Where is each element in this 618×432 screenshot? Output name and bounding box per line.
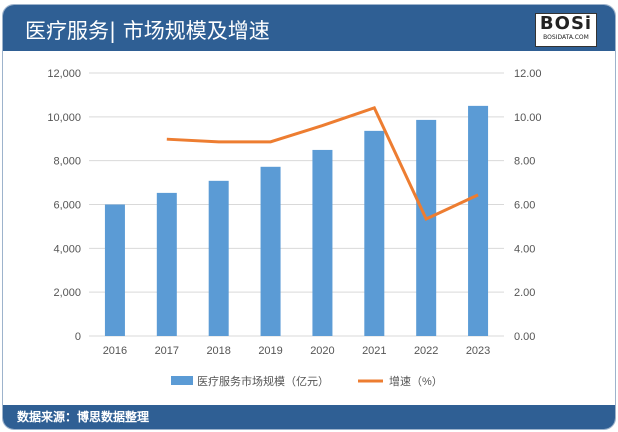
- x-tick-label: 2020: [310, 345, 334, 357]
- chart-title: 医疗服务| 市场规模及增速: [25, 19, 270, 43]
- chart: 0 2,000 4,000 6,000 8,000 10,000 12,000 0.00 2.0…: [47, 68, 542, 388]
- x-tick-label: 2017: [155, 345, 179, 357]
- left-tick-label: 2,000: [53, 287, 81, 299]
- bar: [260, 166, 281, 336]
- left-tick-label: 0: [75, 331, 81, 343]
- left-tick-label: 12,000: [47, 68, 81, 80]
- legend-bar-label: 医疗服务市场规模（亿元）: [197, 374, 329, 388]
- bar: [104, 204, 125, 336]
- x-tick-label: 2016: [103, 345, 127, 357]
- x-tick-label: 2019: [258, 345, 282, 357]
- bar: [156, 192, 177, 336]
- bar: [364, 130, 385, 336]
- bar: [468, 105, 489, 336]
- bar: [416, 119, 437, 336]
- left-tick-label: 4,000: [53, 243, 81, 255]
- right-tick-label: 2.00: [514, 287, 535, 299]
- bar: [312, 149, 333, 336]
- right-tick-label: 4.00: [514, 243, 535, 255]
- bosi-logo: BOSi BOSIDATA.COM: [535, 13, 597, 47]
- growth-line: [166, 105, 479, 221]
- x-tick-label: 2018: [206, 345, 230, 357]
- right-tick-label: 0.00: [514, 331, 535, 343]
- chart-card: 医疗服务| 市场规模及增速 BOSi BOSIDATA.COM 0 2,000 4,…: [2, 4, 616, 430]
- left-tick-label: 6,000: [53, 200, 81, 212]
- right-tick-label: 6.00: [514, 200, 535, 212]
- left-tick-label: 8,000: [53, 156, 81, 168]
- bar: [208, 180, 229, 336]
- left-tick-label: 10,000: [47, 112, 81, 124]
- right-tick-label: 8.00: [514, 156, 535, 168]
- right-tick-label: 10.00: [514, 112, 542, 124]
- header: 医疗服务| 市场规模及增速 BOSi BOSIDATA.COM: [3, 5, 615, 51]
- right-tick-label: 12.00: [514, 68, 542, 80]
- x-tick-label: 2023: [466, 345, 490, 357]
- x-tick-label: 2022: [414, 345, 438, 357]
- source-note: 数据来源：博思数据整理: [3, 405, 615, 429]
- x-tick-label: 2021: [362, 345, 386, 357]
- legend-line-label: 增速（%）: [389, 374, 443, 388]
- legend-bar-swatch: [171, 376, 193, 385]
